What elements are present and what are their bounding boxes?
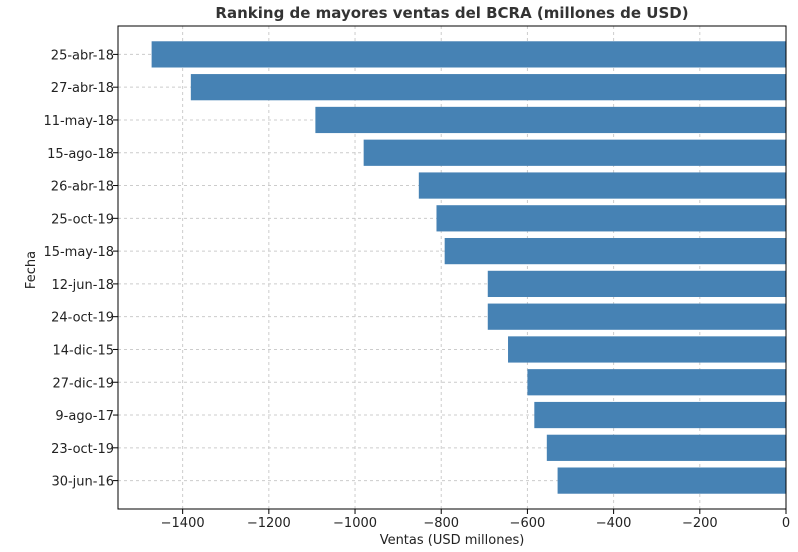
x-axis-label: Ventas (USD millones) [380,533,525,548]
y-tick-label: 12-jun-18 [51,278,114,293]
bar [363,139,786,166]
x-tick-label: −1200 [247,516,291,531]
y-tick-label: 11-may-18 [43,114,114,129]
bar [487,303,786,330]
x-tick-label: −1400 [161,516,205,531]
x-tick-label: −800 [423,516,459,531]
x-axis: −1400 −1200 −1000 −800 −600 −400 −200 0 [161,509,790,531]
x-tick-label: −400 [596,516,632,531]
chart-title: Ranking de mayores ventas del BCRA (mill… [215,4,688,22]
x-tick-label: −1000 [333,516,377,531]
y-axis-label: Fecha [24,251,39,289]
bars [151,41,786,494]
y-tick-label: 27-dic-19 [53,376,114,391]
x-tick-label: 0 [782,516,790,531]
bar [527,369,786,396]
x-tick-label: −200 [682,516,718,531]
y-tick-label: 15-ago-18 [47,147,114,162]
y-tick-label: 27-abr-18 [51,81,114,96]
y-tick-label: 23-oct-19 [51,442,114,457]
y-tick-label: 26-abr-18 [51,180,114,195]
y-tick-label: 25-oct-19 [51,212,114,227]
y-axis: 25-abr-18 27-abr-18 11-may-18 15-ago-18 26-a… [43,48,118,490]
x-tick-label: −600 [510,516,546,531]
y-tick-label: 30-jun-16 [51,475,114,490]
bar [418,172,786,199]
bar [508,336,786,363]
bar [487,270,786,298]
grid-lines [118,26,787,509]
y-tick-label: 25-abr-18 [51,48,114,63]
bar [190,74,786,101]
y-tick-label: 9-ago-17 [55,409,114,424]
bar [151,41,786,68]
axes-frame [117,25,787,510]
bar [557,467,786,494]
bar [546,434,786,461]
bar [436,205,786,232]
y-tick-label: 24-oct-19 [51,311,114,326]
bar [444,237,786,265]
bar [534,401,786,429]
bar [315,106,786,134]
y-tick-label: 15-may-18 [43,245,114,260]
y-tick-label: 14-dic-15 [53,343,114,358]
